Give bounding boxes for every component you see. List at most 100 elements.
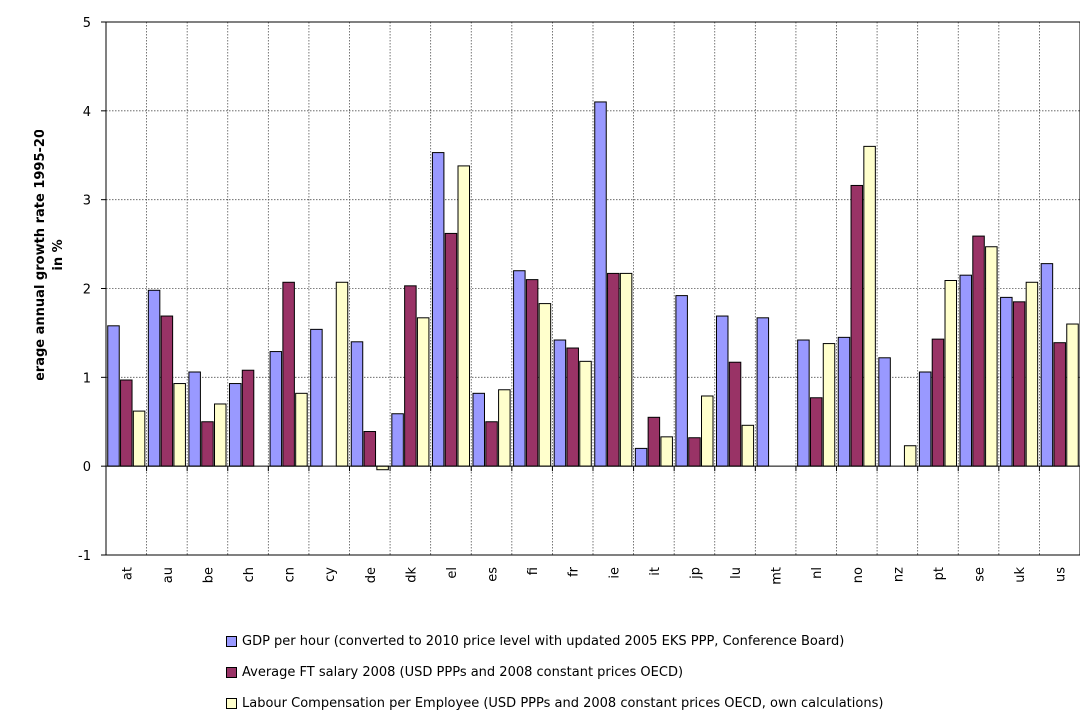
- bar-fi-s2: [525, 279, 539, 467]
- x-tick-label: ch: [242, 567, 257, 582]
- x-tick-label: cy: [323, 567, 338, 582]
- x-tick-label: mt: [770, 567, 785, 585]
- bar-us-s1: [1040, 263, 1054, 467]
- x-tick-label: se: [973, 567, 988, 582]
- bar-se-s2: [972, 235, 985, 467]
- bar-el-s1: [431, 152, 445, 467]
- x-tick-label: nl: [810, 567, 825, 579]
- bar-cy-s1: [310, 328, 323, 467]
- x-tick-label: cn: [283, 567, 298, 582]
- legend-label-salary: Average FT salary 2008 (USD PPPs and 200…: [242, 664, 684, 680]
- bar-au-s1: [147, 289, 161, 467]
- y-tick-label: 2: [83, 283, 91, 298]
- bar-lu-s2: [728, 361, 742, 467]
- bar-ch-s1: [228, 383, 242, 467]
- bar-es-s3: [498, 389, 511, 467]
- bar-it-s1: [634, 447, 648, 467]
- legend-swatch-gdp: [226, 635, 237, 647]
- bar-de-s2: [363, 431, 377, 467]
- bar-pt-s1: [918, 371, 932, 467]
- bar-nl-s3: [822, 343, 836, 467]
- x-tick-label: no: [851, 567, 866, 583]
- bar-lu-s3: [741, 424, 755, 467]
- bar-mt-s1: [756, 317, 770, 467]
- bar-it-s3: [660, 436, 673, 467]
- bar-fi-s1: [513, 270, 526, 467]
- bar-nz-s3: [903, 445, 917, 467]
- bar-pt-s2: [931, 338, 945, 467]
- y-tick-label: -1: [78, 549, 91, 564]
- bar-pt-s3: [944, 280, 958, 467]
- bar-ie-s3: [619, 272, 633, 467]
- x-tick-label: us: [1054, 567, 1069, 582]
- bar-lu-s1: [715, 315, 729, 467]
- x-tick-label: jp: [688, 567, 703, 580]
- bar-no-s1: [837, 336, 851, 467]
- y-tick-label: 1: [83, 371, 91, 386]
- bar-cy-s3: [335, 281, 349, 467]
- bar-au-s3: [173, 383, 186, 467]
- bar-uk-s1: [1000, 296, 1013, 467]
- bar-dk-s1: [391, 413, 404, 467]
- bar-el-s2: [444, 232, 458, 467]
- y-tick-label: 0: [83, 460, 91, 475]
- bar-nz-s1: [878, 357, 891, 467]
- x-tick-label: it: [648, 567, 663, 576]
- bar-ch-s2: [241, 369, 255, 467]
- bar-at-s1: [107, 325, 120, 467]
- x-tick-label: el: [445, 567, 460, 579]
- x-tick-label: au: [161, 567, 176, 583]
- y-axis-label-line2: in %: [51, 239, 66, 270]
- tick-labels: -1 0 1 2 3 4 5 at au be ch cn cy de dk el es fi fr ie it jp lu…: [78, 16, 1069, 585]
- bar-se-s1: [959, 274, 972, 467]
- bar-dk-s3: [416, 317, 430, 467]
- x-tick-label: pt: [932, 567, 947, 580]
- y-axis-label: Average annual growth rate 1995-2009 in …: [33, 130, 66, 380]
- bar-jp-s3: [701, 395, 714, 467]
- x-tick-label: ie: [607, 567, 622, 579]
- x-tick-label: fi: [526, 567, 541, 575]
- axes: [101, 21, 1080, 556]
- bar-jp-s2: [688, 437, 701, 467]
- legend-item-gdp: GDP per hour (converted to 2010 price le…: [226, 630, 883, 652]
- bar-nl-s1: [797, 339, 810, 467]
- y-tick-label: 5: [83, 16, 91, 31]
- x-tick-label: at: [120, 567, 135, 580]
- legend: GDP per hour (converted to 2010 price le…: [226, 630, 883, 723]
- legend-swatch-salary: [226, 666, 237, 678]
- bar-es-s2: [485, 421, 498, 467]
- bar-es-s1: [472, 392, 485, 467]
- bar-be-s3: [214, 403, 227, 467]
- bar-no-s2: [850, 184, 864, 467]
- x-tick-label: fr: [567, 566, 582, 577]
- bar-fr-s3: [579, 360, 592, 467]
- x-tick-label: dk: [404, 567, 419, 583]
- legend-label-gdp: GDP per hour (converted to 2010 price le…: [242, 633, 845, 649]
- y-axis-label-line1: Average annual growth rate 1995-2009: [33, 130, 48, 380]
- x-tick-label: es: [486, 567, 501, 582]
- bars: [107, 101, 1079, 471]
- legend-label-compensation: Labour Compensation per Employee (USD PP…: [242, 695, 884, 711]
- x-tick-label: de: [364, 567, 379, 583]
- legend-swatch-compensation: [226, 697, 237, 709]
- bar-jp-s1: [675, 295, 688, 467]
- bar-us-s2: [1053, 342, 1066, 467]
- x-tick-label: nz: [891, 567, 906, 582]
- bar-at-s3: [132, 410, 146, 467]
- bar-uk-s2: [1012, 301, 1026, 467]
- bar-nl-s2: [809, 397, 823, 467]
- x-tick-label: uk: [1013, 567, 1028, 583]
- bar-fr-s1: [553, 339, 567, 467]
- bar-cn-s3: [295, 392, 308, 467]
- y-tick-label: 4: [83, 105, 91, 120]
- bar-ie-s2: [607, 272, 620, 467]
- bar-dk-s2: [404, 285, 417, 467]
- bar-de-s1: [350, 341, 364, 467]
- x-tick-label: lu: [729, 567, 744, 579]
- bar-fr-s2: [566, 347, 579, 467]
- legend-item-salary: Average FT salary 2008 (USD PPPs and 200…: [226, 661, 883, 683]
- y-tick-label: 3: [83, 194, 91, 209]
- bar-de-s3: [376, 465, 389, 471]
- bar-it-s2: [647, 416, 661, 467]
